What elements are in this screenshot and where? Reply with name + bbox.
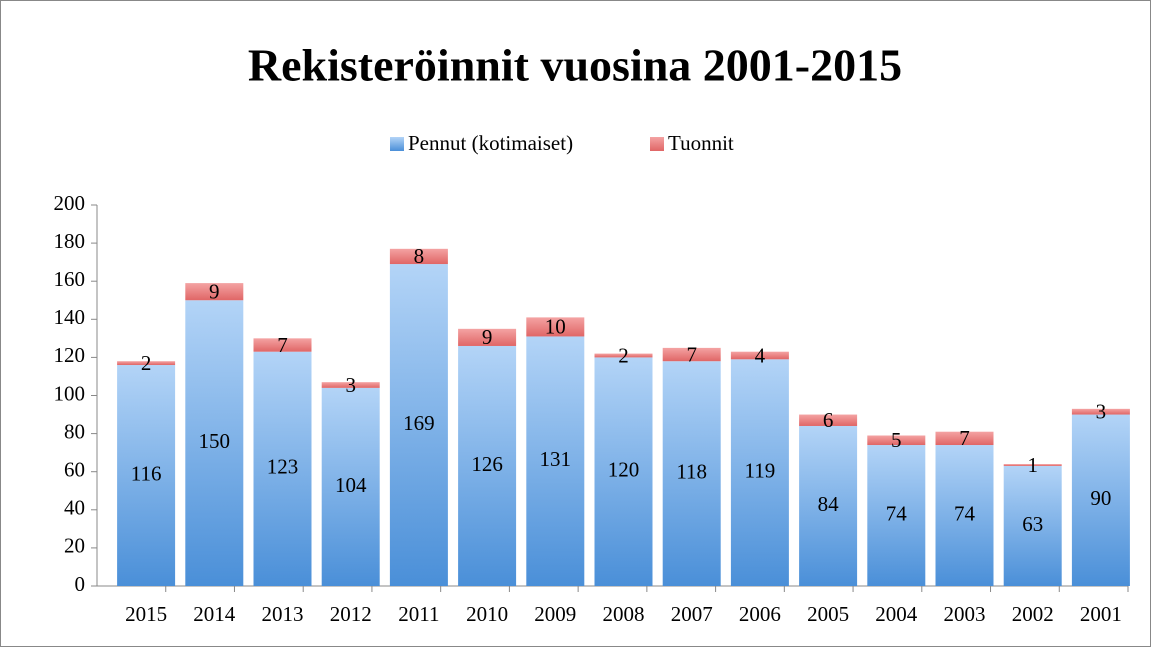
x-tick-label: 2005	[807, 602, 849, 626]
x-tick-label: 2012	[330, 602, 372, 626]
data-label: 74	[954, 501, 976, 525]
y-tick-label: 80	[64, 419, 85, 443]
data-label: 7	[959, 426, 970, 450]
y-tick-label: 40	[64, 496, 85, 520]
bar-segment	[458, 328, 517, 346]
bar-segment	[662, 347, 721, 362]
bar-segment	[389, 264, 448, 586]
y-tick-label: 200	[54, 191, 86, 215]
x-tick-label: 2003	[944, 602, 986, 626]
data-label: 131	[540, 447, 572, 471]
bar-segment	[730, 359, 789, 586]
y-tick-label: 180	[54, 229, 86, 253]
data-label: 6	[823, 408, 834, 432]
legend-swatch	[390, 137, 404, 151]
bar-segment	[799, 414, 858, 426]
data-label: 84	[818, 492, 840, 516]
data-label: 10	[545, 315, 566, 339]
data-label: 63	[1022, 512, 1043, 536]
data-label: 3	[1096, 400, 1107, 424]
x-tick-label: 2013	[262, 602, 304, 626]
bar-segment	[1071, 408, 1130, 415]
bar-segment	[730, 351, 789, 360]
data-label: 126	[471, 452, 503, 476]
data-label: 3	[345, 373, 356, 397]
bar-segment	[867, 435, 926, 446]
y-tick-label: 120	[54, 343, 86, 367]
bar-segment	[867, 445, 926, 586]
data-label: 169	[403, 411, 435, 435]
x-tick-label: 2008	[603, 602, 645, 626]
data-label: 150	[199, 429, 231, 453]
bar-segment	[185, 300, 244, 586]
data-label: 9	[482, 325, 493, 349]
x-tick-label: 2004	[875, 602, 918, 626]
bar-segment	[594, 357, 653, 586]
y-tick-label: 20	[64, 534, 85, 558]
y-tick-label: 140	[54, 305, 86, 329]
x-tick-label: 2014	[193, 602, 236, 626]
legend-swatch	[650, 137, 664, 151]
x-tick-label: 2007	[671, 602, 713, 626]
data-label: 2	[618, 343, 629, 367]
chart-title: Rekisteröinnit vuosina 2001-2015	[248, 40, 902, 91]
x-tick-label: 2010	[466, 602, 508, 626]
data-label: 1	[1027, 453, 1038, 477]
data-label: 7	[277, 333, 288, 357]
bar-segment	[321, 387, 380, 586]
bar-segment	[935, 445, 994, 586]
bar-segment	[1003, 465, 1062, 586]
x-tick-label: 2015	[125, 602, 167, 626]
bar-segment	[321, 382, 380, 388]
bar-segment	[253, 338, 312, 352]
data-label: 74	[886, 501, 908, 525]
bar-segment	[389, 248, 448, 265]
data-label: 9	[209, 279, 220, 303]
data-label: 104	[335, 473, 367, 497]
bar-segment	[117, 361, 176, 366]
bar-segment	[935, 431, 994, 446]
y-tick-label: 100	[54, 381, 86, 405]
data-label: 2	[141, 351, 152, 375]
bar-segment	[253, 351, 312, 586]
bar-segment	[1071, 414, 1130, 586]
data-label: 5	[891, 428, 902, 452]
x-tick-label: 2001	[1080, 602, 1122, 626]
data-label: 119	[745, 458, 776, 482]
data-label: 8	[414, 244, 425, 268]
bar-segment	[526, 336, 585, 586]
data-label: 120	[608, 458, 640, 482]
bar-segment	[458, 345, 517, 586]
x-tick-label: 2002	[1012, 602, 1054, 626]
legend-label: Tuonnit	[668, 131, 734, 155]
bar-segment	[594, 353, 653, 358]
legend-label: Pennut (kotimaiset)	[408, 131, 573, 155]
data-label: 7	[686, 342, 697, 366]
bar-segment	[799, 425, 858, 586]
x-tick-label: 2011	[398, 602, 439, 626]
bar-segment	[662, 361, 721, 586]
y-tick-label: 160	[54, 267, 86, 291]
y-tick-label: 60	[64, 458, 85, 482]
data-label: 4	[755, 343, 766, 367]
y-tick-label: 0	[75, 572, 86, 596]
x-tick-label: 2009	[534, 602, 576, 626]
bar-segment	[117, 365, 176, 586]
data-label: 118	[676, 459, 707, 483]
data-label: 90	[1090, 486, 1111, 510]
data-label: 116	[131, 461, 162, 485]
data-label: 123	[267, 455, 299, 479]
bar-segment	[185, 283, 244, 301]
bar-segment	[1003, 464, 1062, 466]
bar-segment	[526, 317, 585, 337]
x-tick-label: 2006	[739, 602, 781, 626]
